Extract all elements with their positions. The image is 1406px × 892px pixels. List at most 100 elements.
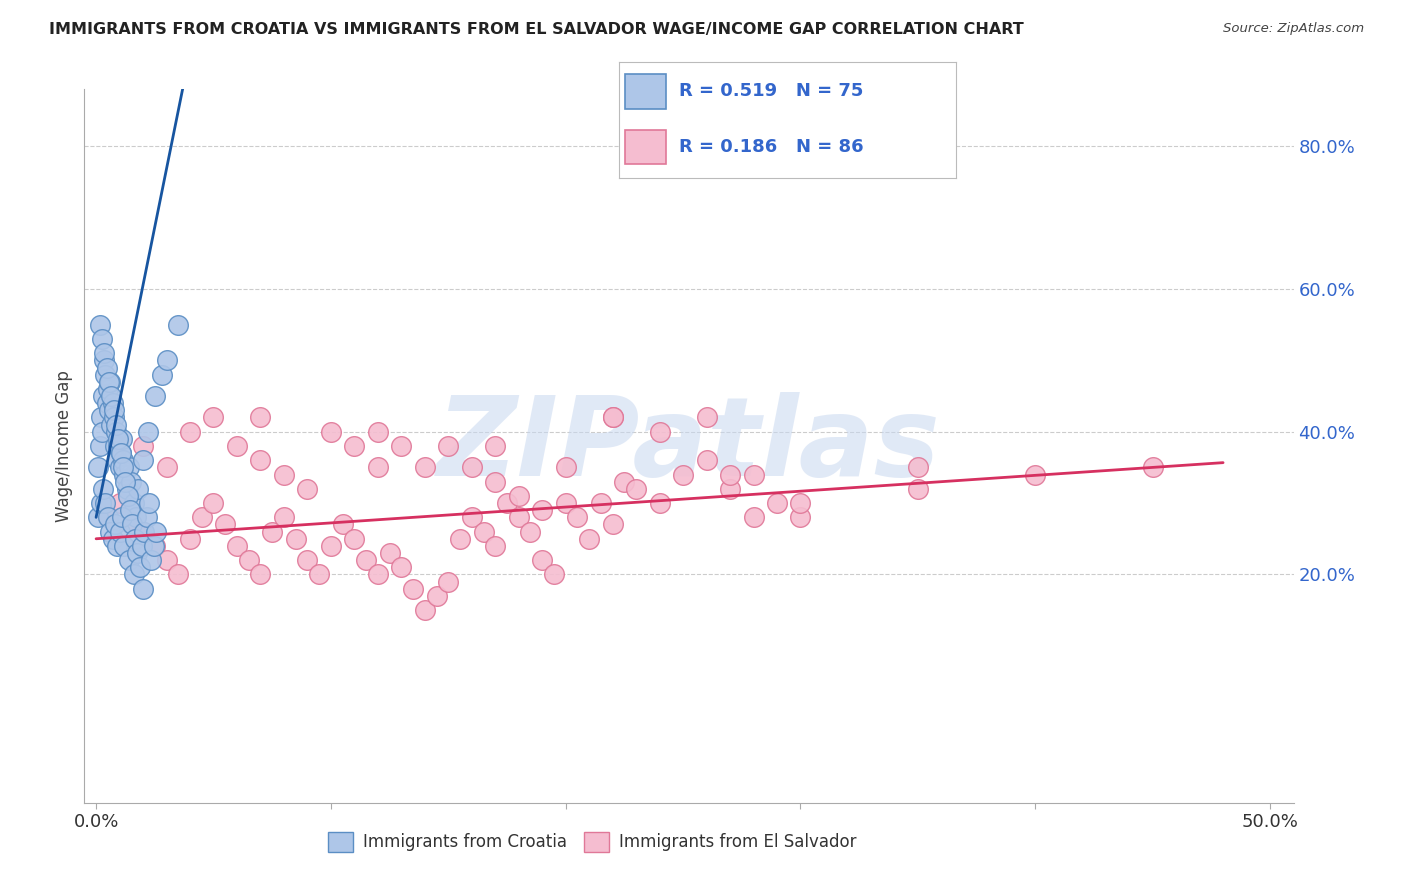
Point <box>354 553 377 567</box>
Point <box>214 517 236 532</box>
Point <box>143 389 166 403</box>
Point <box>98 403 121 417</box>
Point <box>107 432 129 446</box>
Point <box>273 510 295 524</box>
Point <box>332 517 354 532</box>
Point <box>742 510 765 524</box>
Point <box>104 439 127 453</box>
Text: ZIPatlas: ZIPatlas <box>437 392 941 500</box>
Point <box>150 368 173 382</box>
Legend: Immigrants from Croatia, Immigrants from El Salvador: Immigrants from Croatia, Immigrants from… <box>322 825 863 859</box>
Point <box>648 496 671 510</box>
Point <box>97 510 120 524</box>
Point <box>100 417 122 432</box>
Point <box>122 567 145 582</box>
Point <box>93 353 115 368</box>
Point <box>413 460 436 475</box>
Point <box>131 539 153 553</box>
Point <box>602 517 624 532</box>
Point <box>107 439 129 453</box>
Point <box>167 567 190 582</box>
Point <box>554 460 576 475</box>
Text: R = 0.186   N = 86: R = 0.186 N = 86 <box>679 138 865 156</box>
Point <box>202 410 225 425</box>
Point <box>110 446 132 460</box>
Point <box>136 425 159 439</box>
Point <box>89 318 111 332</box>
Point <box>94 368 117 382</box>
Point <box>413 603 436 617</box>
Point <box>531 503 554 517</box>
Point <box>120 517 142 532</box>
Point <box>112 539 135 553</box>
Point <box>1024 467 1046 482</box>
Point <box>108 524 131 539</box>
Point <box>105 417 128 432</box>
Point <box>145 524 167 539</box>
Point <box>100 389 122 403</box>
Point <box>155 553 177 567</box>
Point <box>389 439 412 453</box>
Point <box>105 453 128 467</box>
Point <box>531 553 554 567</box>
Point <box>319 539 342 553</box>
Point <box>103 410 125 425</box>
Point <box>87 510 110 524</box>
Point <box>98 524 121 539</box>
Point <box>101 532 124 546</box>
Point <box>602 410 624 425</box>
Point <box>118 460 141 475</box>
Point <box>132 453 155 467</box>
Point <box>226 439 249 453</box>
Point <box>496 496 519 510</box>
Point <box>789 496 811 510</box>
Point <box>543 567 565 582</box>
Point <box>134 524 156 539</box>
Point <box>308 567 330 582</box>
Point <box>91 389 114 403</box>
Point <box>343 532 366 546</box>
Point <box>202 496 225 510</box>
Point <box>127 482 149 496</box>
Point <box>112 460 135 475</box>
Point <box>718 467 741 482</box>
Point <box>554 496 576 510</box>
Point <box>613 475 636 489</box>
Point <box>179 425 201 439</box>
Point <box>128 560 150 574</box>
Point <box>124 532 146 546</box>
Point <box>508 489 530 503</box>
Point <box>602 410 624 425</box>
Point <box>179 532 201 546</box>
Point <box>87 460 110 475</box>
Point <box>402 582 425 596</box>
Point <box>624 482 647 496</box>
Point <box>249 410 271 425</box>
Point <box>367 425 389 439</box>
Point <box>907 482 929 496</box>
Point <box>120 475 142 489</box>
Point <box>120 503 142 517</box>
Point <box>122 496 145 510</box>
FancyBboxPatch shape <box>626 74 666 109</box>
Point <box>567 510 589 524</box>
Point <box>190 510 212 524</box>
Point <box>284 532 307 546</box>
Point <box>114 475 136 489</box>
Point <box>132 524 155 539</box>
Point <box>112 467 135 482</box>
Point <box>115 482 138 496</box>
Point <box>111 510 134 524</box>
Point <box>319 425 342 439</box>
Point <box>111 432 134 446</box>
Point <box>589 496 612 510</box>
Point <box>132 439 155 453</box>
Point <box>789 510 811 524</box>
Point <box>766 496 789 510</box>
Point <box>89 439 111 453</box>
Point <box>297 482 319 496</box>
Point <box>132 582 155 596</box>
Point <box>367 460 389 475</box>
Point <box>461 460 484 475</box>
Point <box>437 574 460 589</box>
